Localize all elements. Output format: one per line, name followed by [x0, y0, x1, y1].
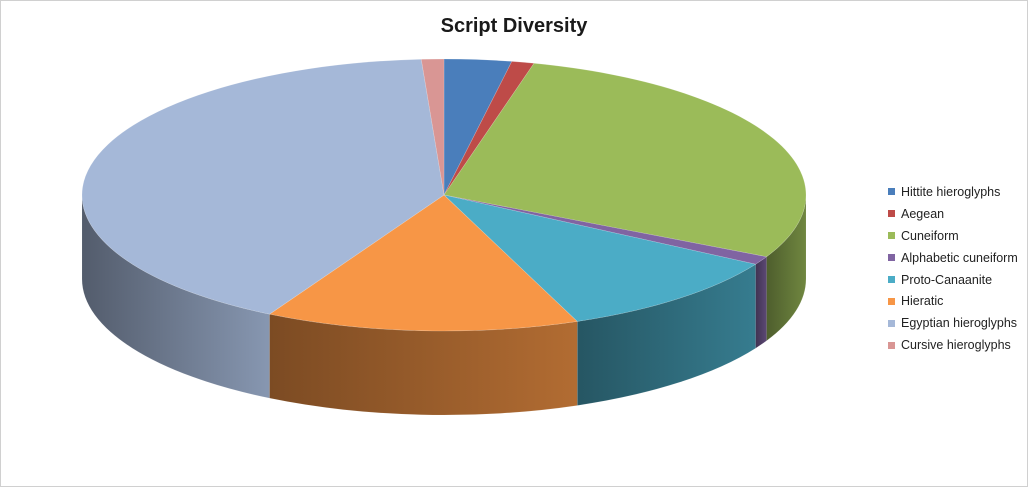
legend-label: Cursive hieroglyphs: [901, 338, 1011, 353]
legend-swatch: [888, 319, 895, 327]
legend-label: Cuneiform: [901, 228, 959, 243]
legend-label: Aegean: [901, 206, 945, 221]
legend-item-hieratic: Hieratic: [888, 290, 1018, 312]
legend-swatch: [888, 276, 895, 283]
legend-label: Hieratic: [901, 294, 944, 309]
legend-swatch: [888, 232, 895, 240]
pie-side-hieratic: [269, 313, 578, 416]
legend-swatch: [888, 254, 895, 262]
legend-swatch: [888, 341, 895, 349]
legend-swatch: [888, 297, 895, 305]
chart-title: Script Diversity: [440, 15, 588, 37]
legend-item-egyptian-hieroglyphs: Egyptian hieroglyphs: [888, 312, 1018, 334]
legend-label: Egyptian hieroglyphs: [901, 316, 1018, 331]
legend-swatch: [888, 210, 895, 218]
legend-item-alphabetic-cuneiform: Alphabetic cuneiform: [888, 247, 1018, 269]
legend-item-proto-canaanite: Proto-Canaanite: [888, 269, 1018, 291]
legend-label: Hittite hieroglyphs: [901, 184, 1001, 199]
pie-slice-egyptian-hieroglyphs: [81, 58, 445, 315]
legend-item-cuneiform: Cuneiform: [888, 225, 1018, 247]
legend-item-hittite-hieroglyphs: Hittite hieroglyphs: [888, 181, 1018, 203]
legend-item-aegean: Aegean: [888, 203, 1018, 225]
pie-slice-hittite-hieroglyphs: [443, 58, 513, 196]
pie-slice-aegean: [443, 61, 535, 196]
pie-slice-hieratic: [268, 194, 578, 332]
legend-label: Alphabetic cuneiform: [901, 250, 1018, 265]
pie-slice-cuneiform: [443, 62, 807, 258]
pie-slice-proto-canaanite: [443, 194, 757, 322]
legend-item-cursive-hieroglyphs: Cursive hieroglyphs: [888, 334, 1018, 356]
pie-slice-alphabetic-cuneiform: [443, 194, 768, 265]
legend-label: Proto-Canaanite: [901, 272, 993, 287]
legend-swatch: [888, 188, 895, 196]
pie-slice-cursive-hieroglyphs: [420, 58, 445, 196]
legend: Hittite hieroglyphs Aegean Cuneiform Alphab…: [888, 181, 1018, 356]
pie-side-alphabetic-cuneiform: [755, 256, 767, 349]
